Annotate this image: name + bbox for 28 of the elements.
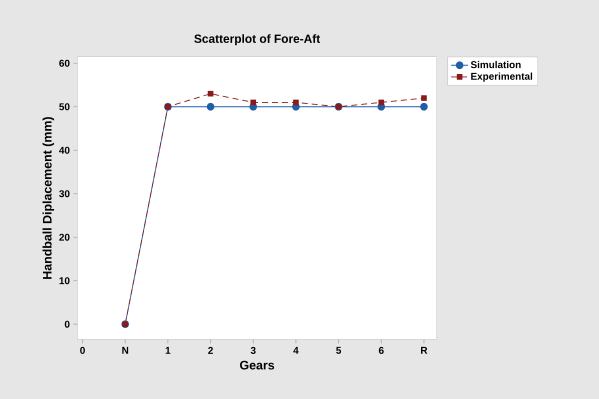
x-tick-label: 3 bbox=[250, 346, 256, 354]
x-tick-label: 4 bbox=[293, 346, 299, 354]
chart-title: Scatterplot of Fore-Aft bbox=[194, 34, 320, 46]
point bbox=[293, 99, 299, 106]
point bbox=[250, 99, 256, 106]
y-tick-label: 60 bbox=[59, 60, 70, 67]
y-axis-title: Handball Diplacement (mm) bbox=[42, 117, 54, 279]
y-tick-label: 20 bbox=[59, 234, 70, 241]
legend-label: Simulation bbox=[470, 60, 521, 68]
x-tick-label: 2 bbox=[208, 346, 213, 354]
y-tick-label: 10 bbox=[60, 277, 70, 284]
point bbox=[378, 99, 384, 106]
x-tick-label: 1 bbox=[166, 346, 170, 354]
point bbox=[206, 102, 214, 111]
x-axis-title: Gears bbox=[240, 360, 274, 370]
y-tick-label: 0 bbox=[64, 320, 70, 328]
y-tick-label: 40 bbox=[59, 146, 70, 154]
y-tick-label: 50 bbox=[59, 103, 70, 110]
point bbox=[420, 102, 428, 111]
point bbox=[421, 95, 427, 101]
x-tick-label: 5 bbox=[336, 346, 342, 354]
x-tick-label: N bbox=[122, 346, 128, 354]
x-tick-label: 6 bbox=[378, 346, 384, 354]
x-tick-label: R bbox=[421, 346, 428, 354]
legend-label: Experimental bbox=[471, 72, 532, 82]
y-tick-label: 30 bbox=[59, 190, 70, 198]
x-tick-label: 0 bbox=[80, 346, 85, 354]
point bbox=[208, 90, 214, 96]
